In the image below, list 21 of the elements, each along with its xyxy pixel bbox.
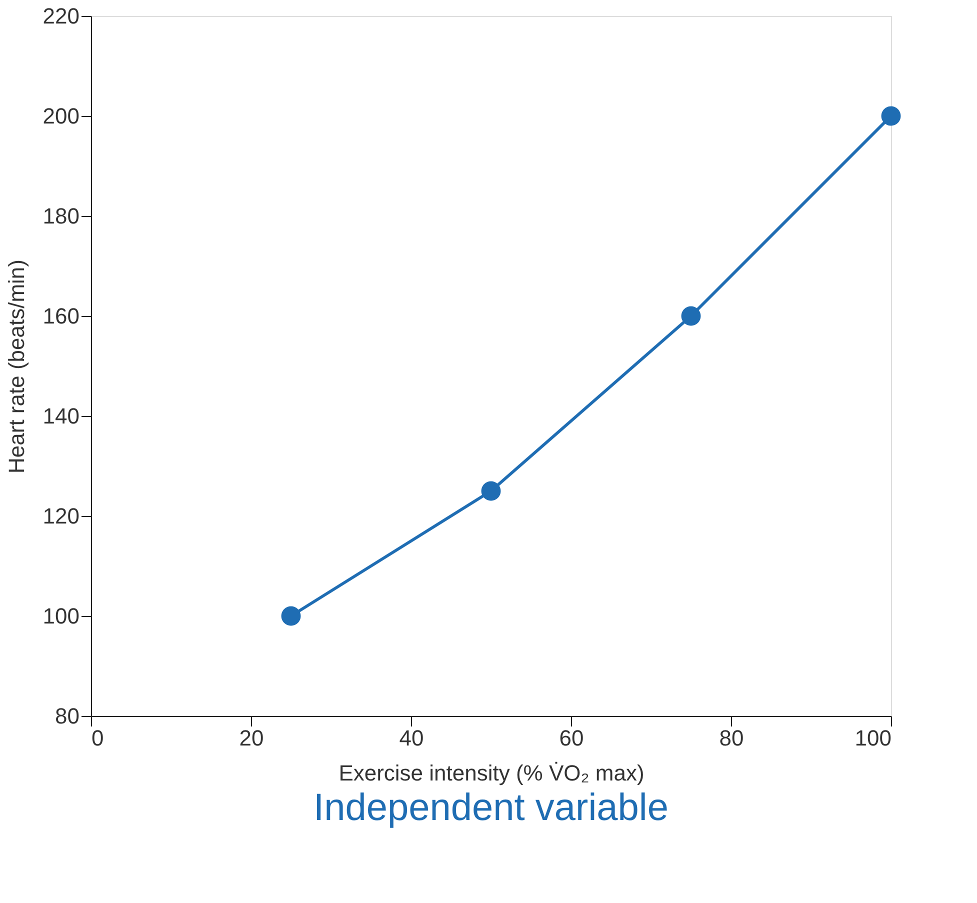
x-tick-label: 0 [92,726,104,750]
x-tick-label: 60 [559,726,584,750]
x-tick-label: 20 [239,726,264,750]
point [481,481,501,501]
y-tick-label: 160 [42,304,80,328]
y-tick-label: 120 [42,504,80,528]
y-tick-label: 100 [42,604,80,628]
x-tick-label: 100 [854,726,892,750]
x-axis-title: Exercise intensity (% V̇O₂ max) [338,760,644,786]
y-tick-label: 140 [42,404,80,428]
point [881,106,901,126]
x-tick-label: 40 [399,726,424,750]
x-tick-label: 80 [719,726,744,750]
y-tick-label: 80 [55,704,80,728]
text: Independent variable [314,787,668,829]
point [281,606,301,626]
point [681,306,701,326]
y-tick-label: 180 [42,204,80,228]
y-axis-title: Heart rate (beats/min) [4,260,29,474]
y-tick-label: 200 [42,104,80,128]
y-tick-label: 220 [42,4,80,28]
